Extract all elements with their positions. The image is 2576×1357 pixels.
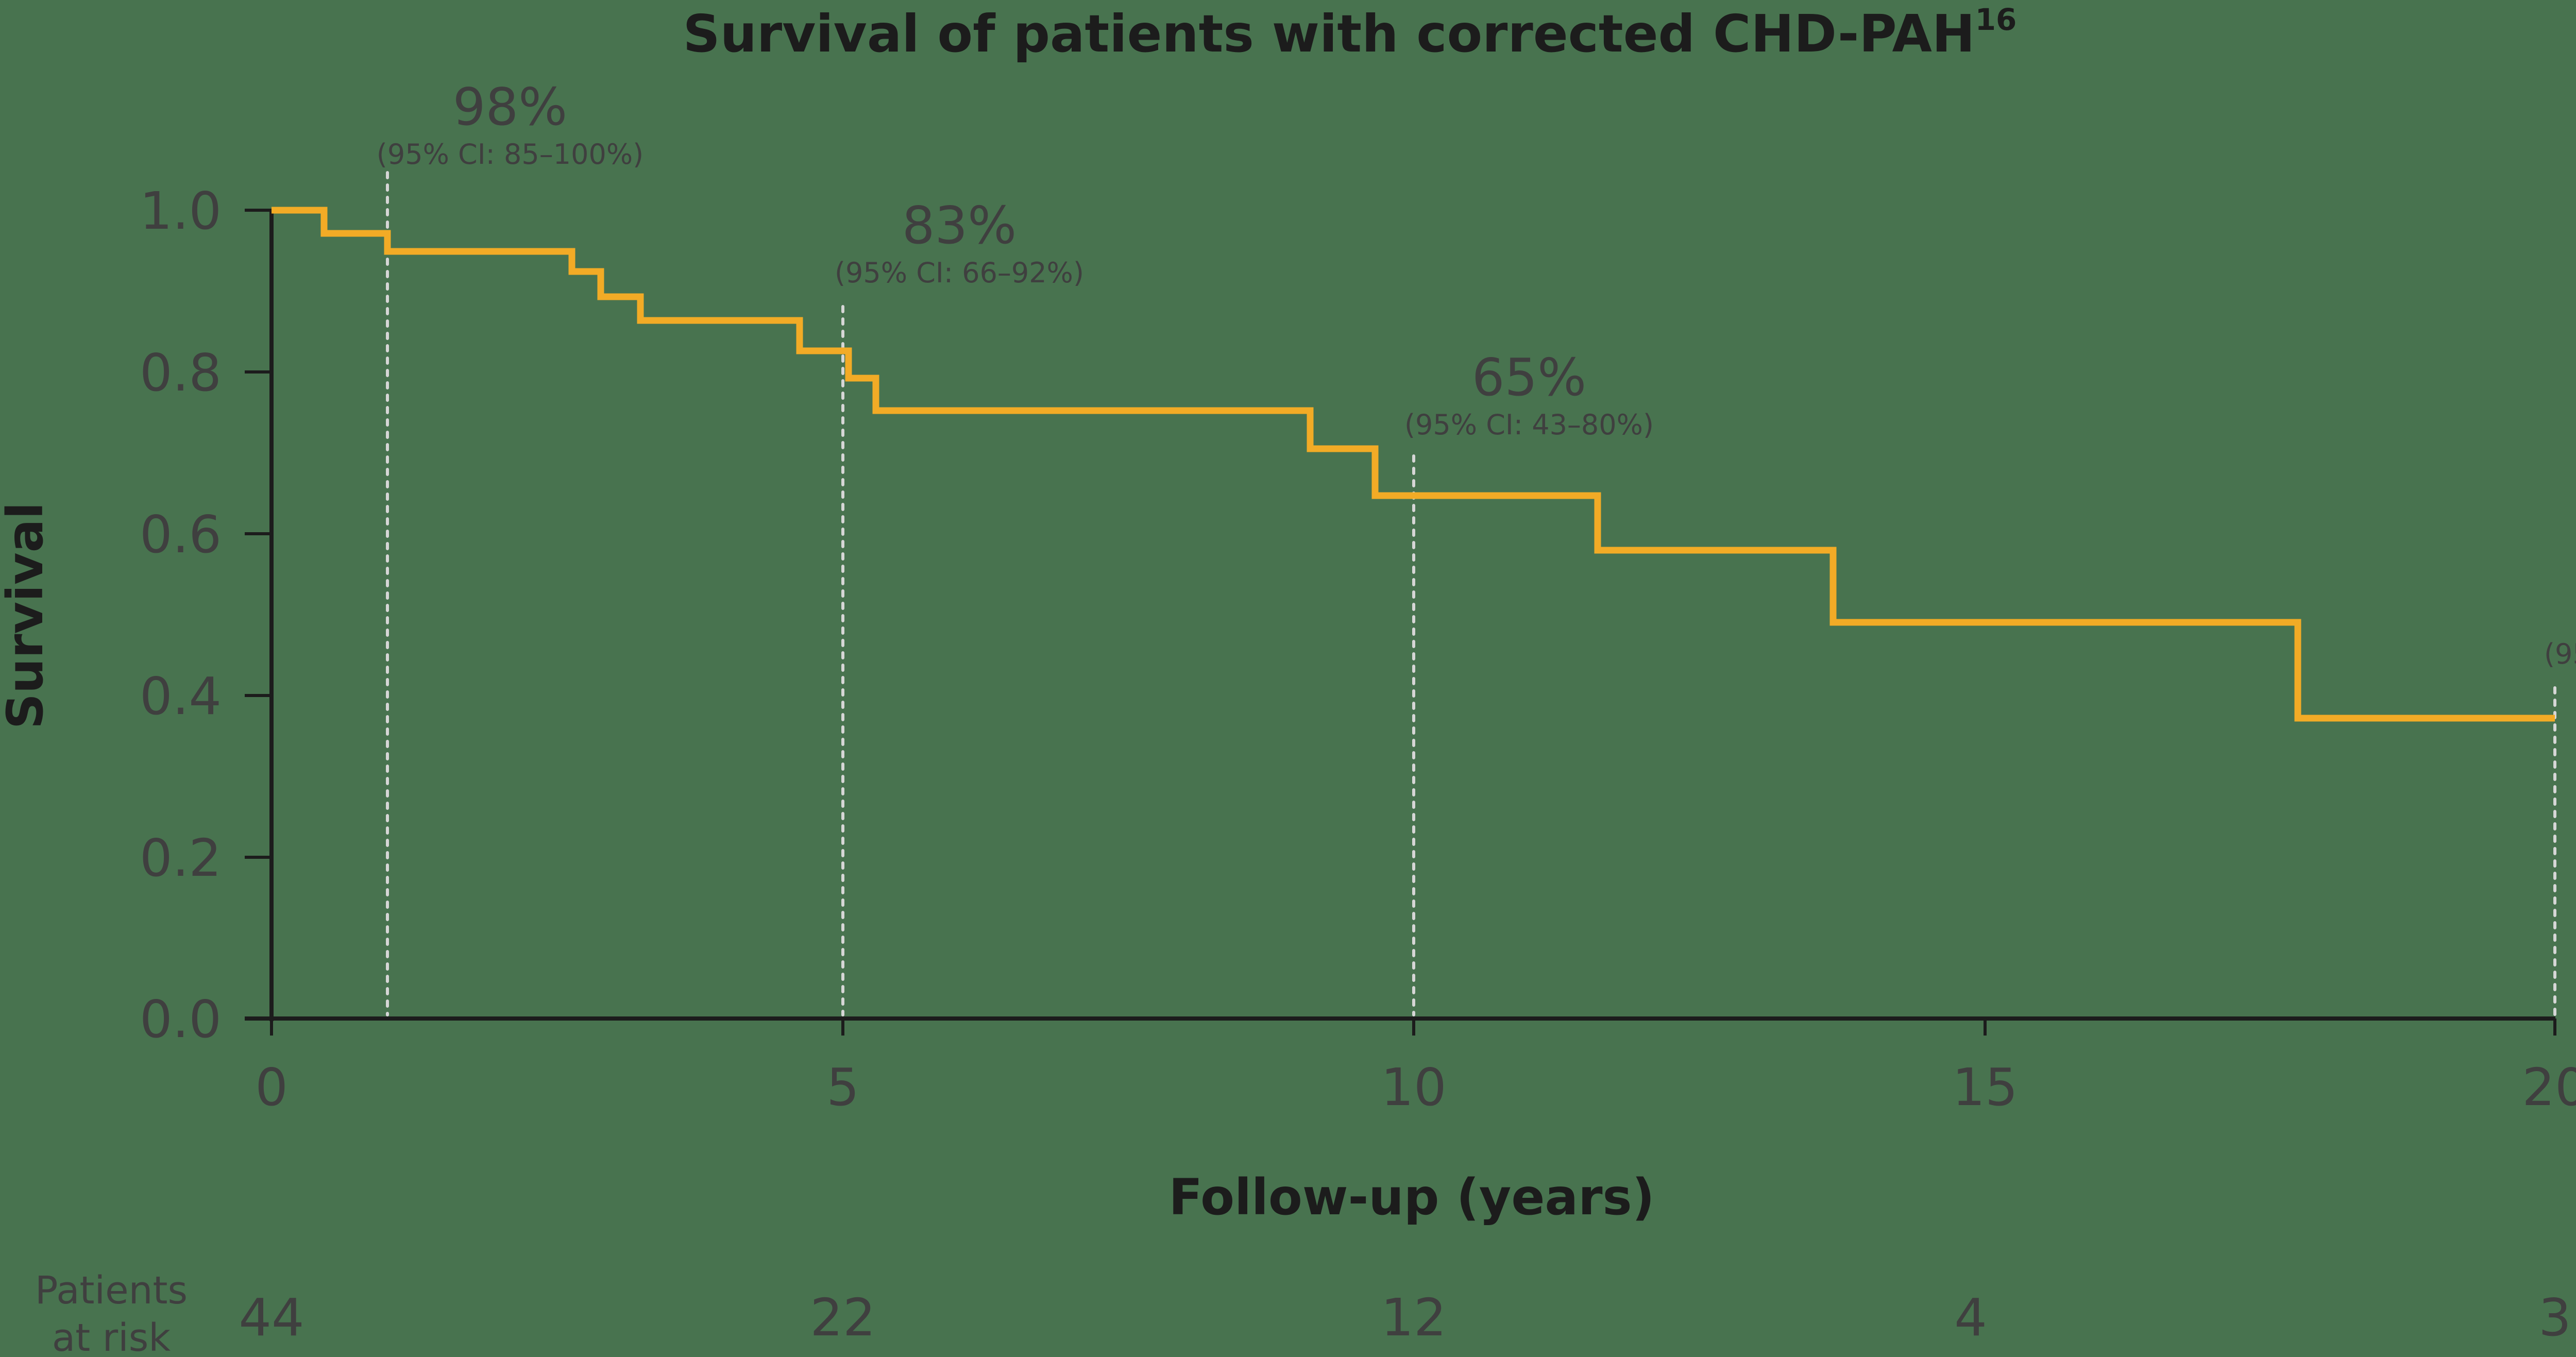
annotation-5yr: 83% (95% CI: 66–92%)	[835, 195, 1084, 289]
annotation-20yr: 36% (95% CI: 12–62%)	[2544, 638, 2576, 670]
chart-title: Survival of patients with corrected CHD-…	[683, 2, 2017, 64]
x-tick-label: 0	[255, 1057, 288, 1117]
x-tick-label: 15	[1952, 1057, 2018, 1117]
annotation-value: 98%	[453, 77, 567, 137]
y-axis-title: Survival	[0, 502, 54, 730]
title-superscript: 16	[1975, 2, 2017, 37]
annotation-value: 65%	[1472, 347, 1586, 408]
annotation-ci: (95% CI: 85–100%)	[377, 138, 643, 171]
svg-text:at risk: at risk	[52, 1316, 171, 1357]
annotation-ci: (95% CI: 43–80%)	[1404, 409, 1654, 441]
y-tick-label: 0.6	[140, 504, 222, 565]
reference-lines	[386, 171, 2556, 1016]
annotation-1yr: 98% (95% CI: 85–100%)	[377, 77, 643, 171]
risk-value: 4	[1954, 1287, 1987, 1348]
patients-at-risk-values: 44 22 12 4 3	[239, 1287, 2571, 1348]
annotation-ci: (95% CI: 66–92%)	[835, 257, 1084, 289]
x-tick-label: 10	[1381, 1057, 1446, 1117]
y-tick-label: 0.2	[140, 828, 222, 888]
annotation-value: 83%	[902, 195, 1016, 256]
y-tick-label: 0.8	[140, 343, 222, 403]
y-tick-label: 0.0	[140, 989, 222, 1049]
x-tick-labels: 0 5 10 15 20	[255, 1057, 2576, 1117]
x-tick-label: 5	[826, 1057, 859, 1117]
patients-at-risk-label: Patients at risk	[35, 1268, 188, 1357]
x-ticks	[270, 1019, 2556, 1036]
y-tick-label: 1.0	[140, 181, 222, 241]
risk-value: 44	[239, 1287, 304, 1348]
y-tick-labels: 1.0 0.8 0.6 0.4 0.2 0.0	[140, 181, 222, 1049]
y-ticks	[245, 209, 272, 1020]
x-axis-title: Follow-up (years)	[1168, 1168, 1654, 1226]
risk-value: 22	[810, 1287, 875, 1348]
risk-value: 3	[2538, 1287, 2571, 1348]
survival-curve	[272, 207, 2555, 722]
x-tick-label: 20	[2522, 1057, 2576, 1117]
annotation-10yr: 65% (95% CI: 43–80%)	[1404, 347, 1654, 441]
svg-text:Patients: Patients	[35, 1268, 188, 1313]
axes	[245, 209, 2555, 1021]
annotation-ci: (95% CI: 12–62%)	[2544, 638, 2576, 670]
risk-value: 12	[1381, 1287, 1446, 1348]
y-tick-label: 0.4	[140, 666, 222, 726]
